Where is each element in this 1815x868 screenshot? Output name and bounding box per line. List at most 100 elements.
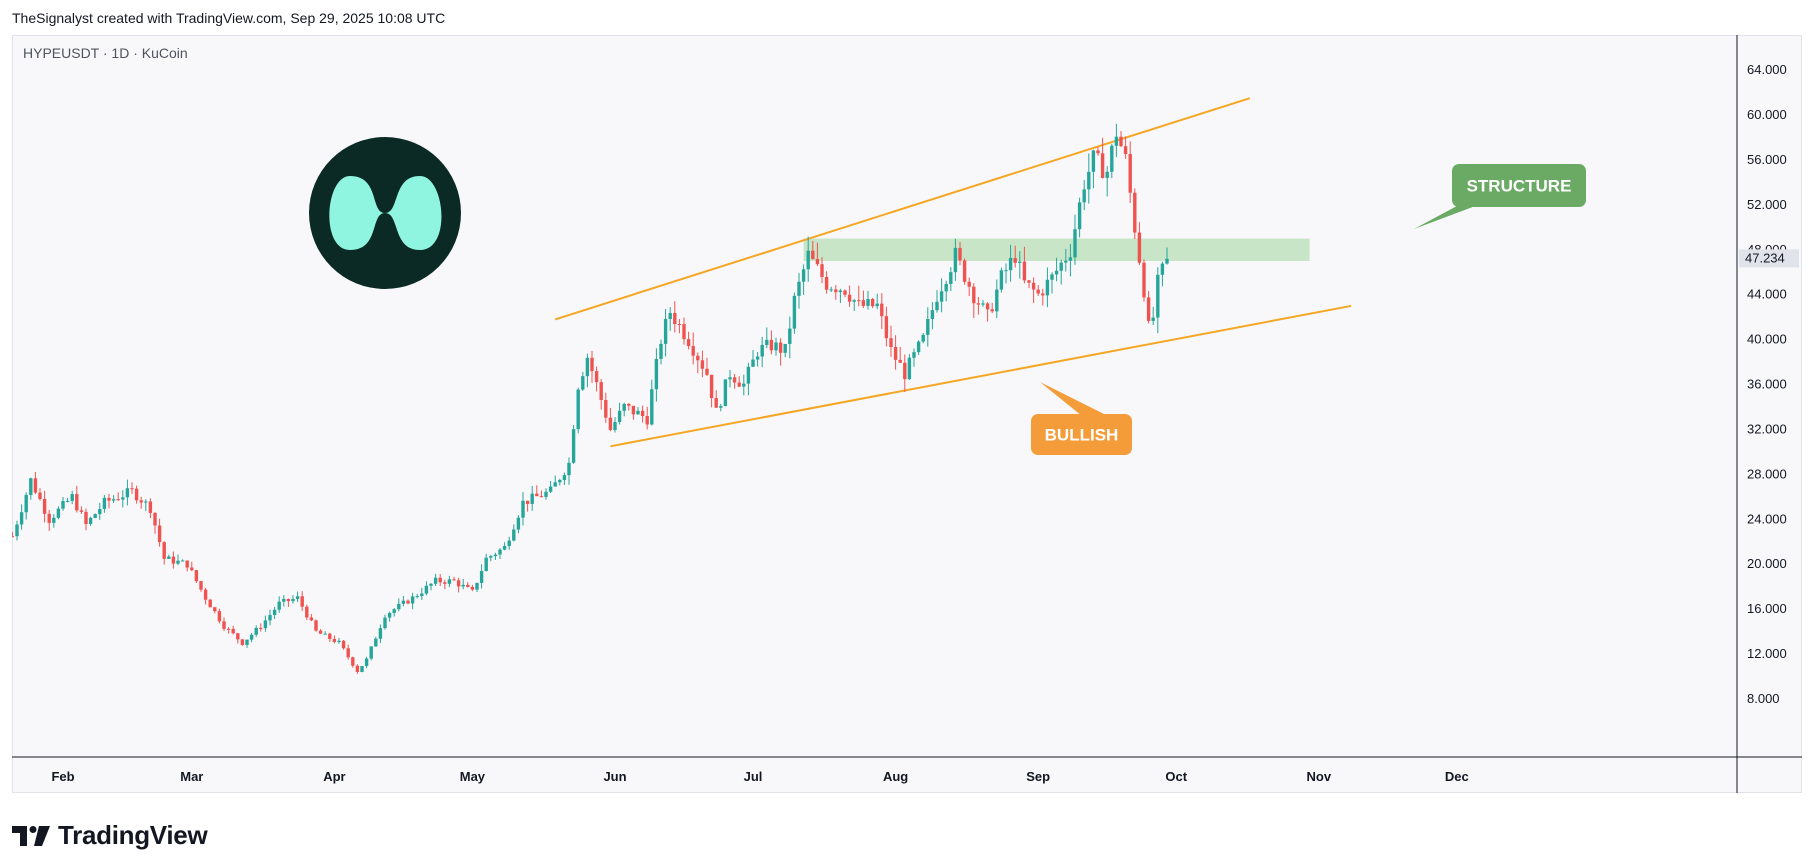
candle [397,598,401,612]
bullish-callout: BULLISH [1031,382,1132,455]
candle-body [199,581,203,590]
x-tick-label: Apr [323,769,345,784]
candle [203,587,208,605]
candle-body [696,355,700,361]
candle [1096,146,1100,156]
candle [268,609,272,626]
candle-body [456,580,461,587]
candle [847,285,852,307]
candle [323,631,327,635]
candle [562,472,567,485]
candle [907,354,912,380]
candle [820,257,824,284]
candle [714,390,718,408]
y-tick-label: 12.000 [1747,646,1787,661]
candle-body [714,398,718,408]
candle-body [935,301,939,311]
candle [410,592,415,610]
candle-body [769,339,774,351]
candle-body [1045,279,1050,296]
candle-body [38,492,42,500]
candle [282,595,286,607]
candle-body [912,352,916,358]
candle [61,497,65,511]
candle-body [663,318,668,344]
candle [824,271,829,294]
candle [332,635,337,644]
candle [88,516,93,526]
y-tick-label: 40.000 [1747,332,1787,347]
candle [29,477,33,500]
candle [521,492,525,526]
candle-body [1105,171,1109,178]
x-tick-label: Jul [744,769,763,784]
candle [24,492,28,520]
candle-body [857,300,861,302]
candle-body [259,627,263,629]
y-tick-label: 44.000 [1747,287,1787,302]
candle [981,300,985,307]
candle [608,407,613,432]
candle-body [801,269,806,282]
tradingview-logo[interactable]: TradingView [12,820,208,851]
candle [939,278,944,313]
candle-body [180,560,185,562]
x-tick-label: May [460,769,486,784]
candle-body [691,346,695,356]
candle [190,561,194,572]
candle-body [967,281,971,287]
candle [70,490,74,505]
candle-body [346,648,350,658]
candle [263,615,268,632]
candle-body [190,567,194,571]
candle-body [1077,202,1082,230]
candle [516,515,521,534]
candle-body [98,508,102,515]
y-tick-label: 16.000 [1747,601,1787,616]
candle [429,582,433,591]
candle [512,524,516,542]
candle [217,608,222,624]
candle [295,591,300,602]
candle [1110,143,1114,179]
candle-body [157,525,162,543]
candle [728,369,732,388]
candle [466,582,470,588]
candle [199,580,203,592]
candle-body [746,366,751,384]
candle [1128,141,1132,203]
candle [249,632,254,643]
candle-body [636,410,640,415]
candle-body [466,584,470,587]
candle-body [889,338,893,347]
candle-body [926,319,930,335]
candle [1133,188,1137,240]
candle [1077,197,1082,238]
candle-body [213,607,217,612]
candle-body [75,494,79,511]
candle-body [314,620,318,631]
candle [829,286,833,293]
candle-body [686,339,691,347]
tradingview-mark-icon [12,825,50,846]
candle-body [590,357,594,372]
candle-body [139,500,143,503]
candle-body [378,628,383,639]
candle [1064,248,1068,272]
candle-body [981,303,985,305]
candle [1105,166,1109,197]
structure-zone [803,238,1310,261]
candle-body [337,640,341,642]
candle [102,494,107,513]
chart-frame[interactable] [12,35,1802,793]
candle [180,559,185,562]
candle-body [493,554,498,557]
candle [360,665,364,673]
candle-body [415,596,419,598]
candle [1041,288,1045,306]
candle-body [360,666,364,672]
candle [98,502,102,520]
candle [167,554,171,560]
symbol-legend: HYPEUSDT · 1D · KuCoin [23,45,188,61]
chart-canvas[interactable]: 64.00060.00056.00052.00048.00044.00040.0… [12,35,1802,793]
